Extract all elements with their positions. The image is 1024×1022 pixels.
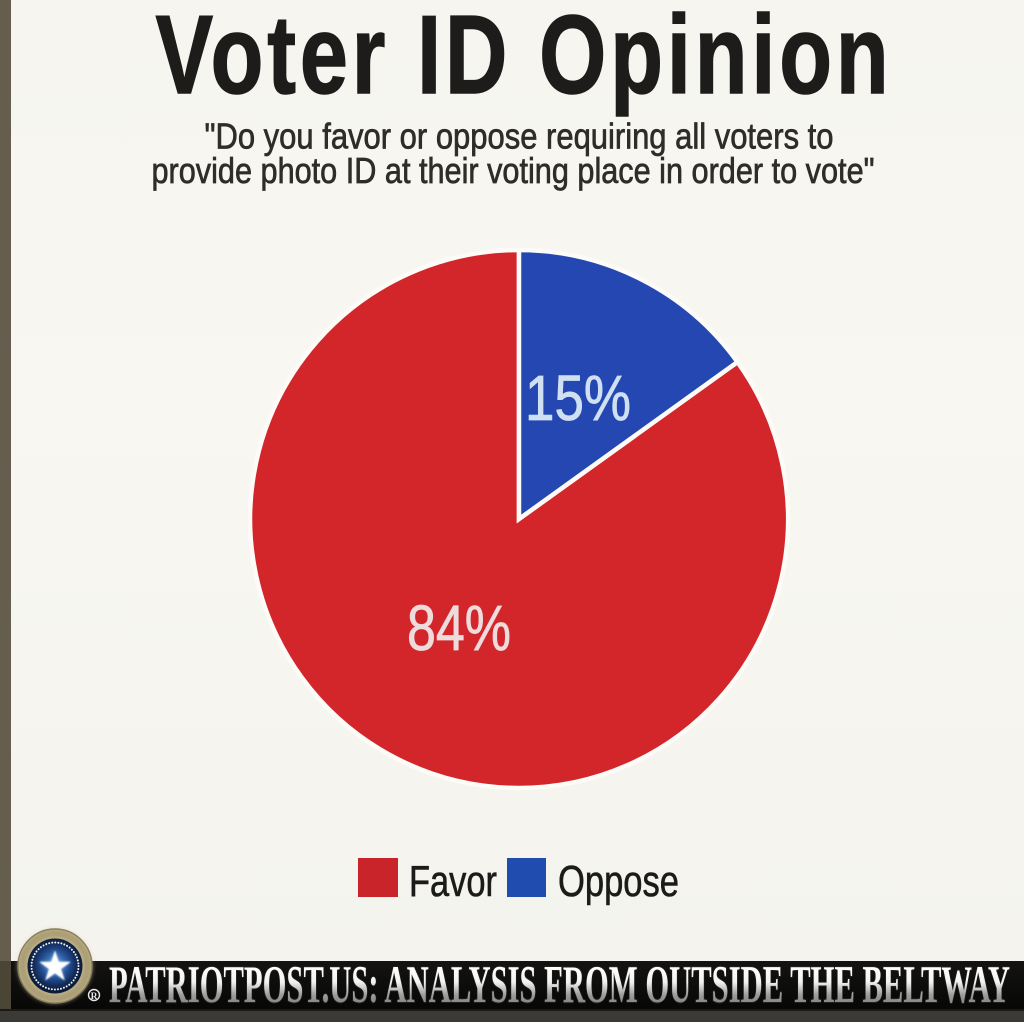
svg-text:PATRIOTPOST.US: ANALYSIS FROM: PATRIOTPOST.US: ANALYSIS FROM OUTSIDE TH… [109, 956, 1010, 1014]
svg-text:provide photo ID at their voti: provide photo ID at their voting place i… [152, 150, 875, 191]
svg-text:15%: 15% [525, 362, 631, 434]
svg-text:Voter ID Opinion: Voter ID Opinion [156, 0, 893, 117]
svg-text:84%: 84% [407, 592, 511, 664]
svg-text:Oppose: Oppose [558, 857, 679, 906]
svg-text:R: R [91, 992, 98, 1002]
svg-text:"Do you favor or oppose requir: "Do you favor or oppose requiring all vo… [205, 116, 834, 157]
svg-text:Favor: Favor [409, 857, 497, 906]
